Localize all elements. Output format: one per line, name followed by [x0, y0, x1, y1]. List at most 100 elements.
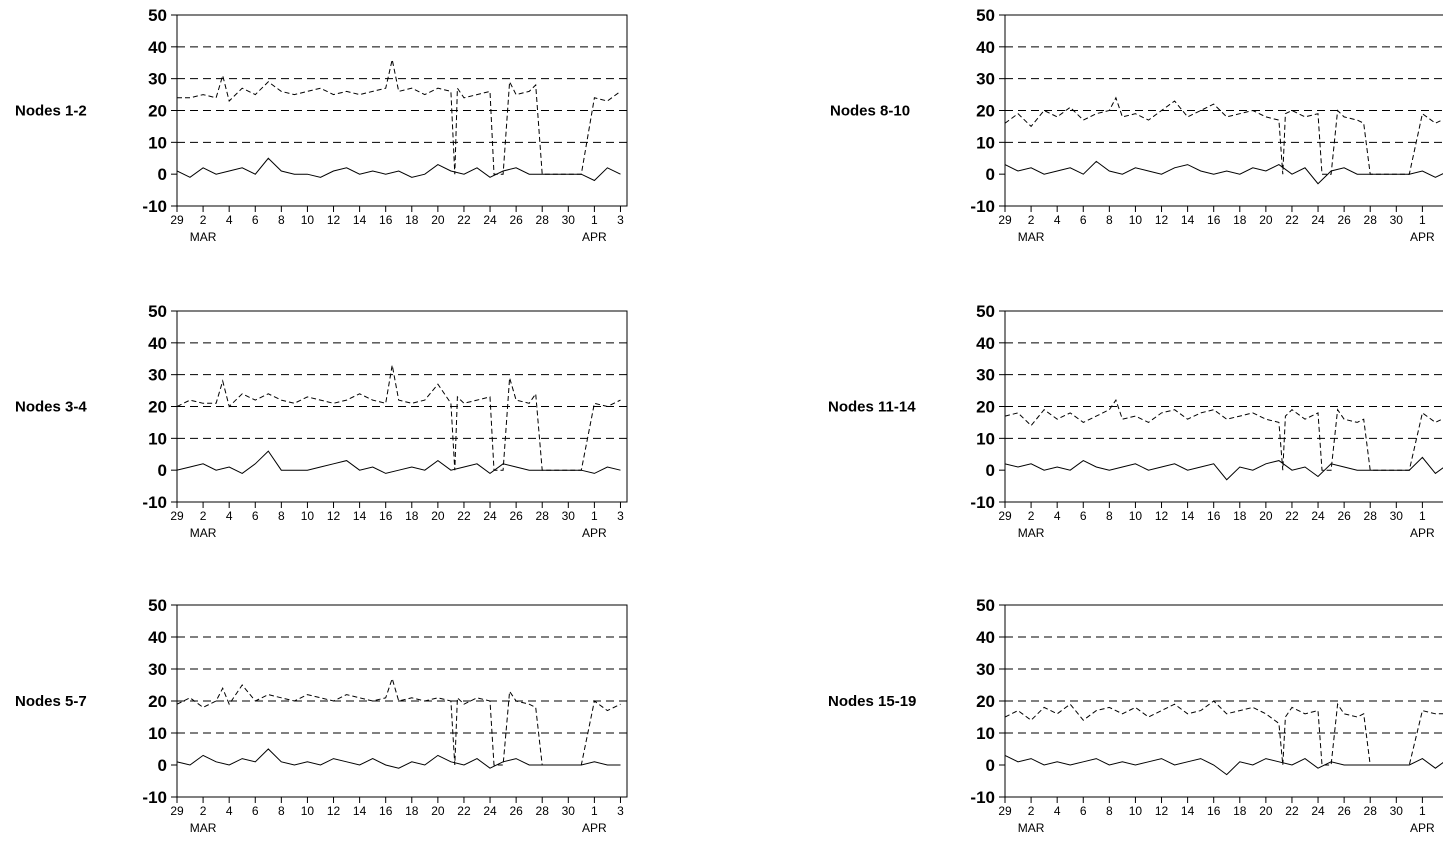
- x-tick-label: 12: [1155, 213, 1169, 227]
- x-tick-label: 26: [509, 509, 523, 523]
- panel-label: Nodes 3-4: [15, 399, 87, 416]
- month-label: MAR: [1018, 821, 1045, 835]
- y-tick-label: 40: [976, 38, 995, 57]
- x-tick-label: 30: [1390, 213, 1404, 227]
- y-tick-label: 20: [148, 398, 167, 417]
- x-tick-label: 18: [405, 804, 419, 818]
- series-line-dashed: [177, 59, 621, 175]
- x-tick-label: 16: [379, 804, 393, 818]
- y-tick-label: 10: [148, 724, 167, 743]
- x-tick-label: 18: [405, 509, 419, 523]
- month-label: APR: [1410, 230, 1435, 244]
- x-tick-label: 24: [1311, 509, 1325, 523]
- x-tick-label: 4: [1054, 509, 1061, 523]
- x-tick-label: 24: [1311, 804, 1325, 818]
- x-tick-label: 30: [562, 213, 576, 227]
- y-tick-label: 10: [148, 429, 167, 448]
- y-tick-label: 40: [976, 628, 995, 647]
- x-tick-label: 4: [1054, 804, 1061, 818]
- x-tick-label: 14: [1181, 804, 1195, 818]
- y-tick-label: 10: [976, 724, 995, 743]
- y-tick-label: 0: [158, 756, 167, 775]
- series-line-dashed: [1005, 398, 1443, 471]
- y-tick-label: 50: [148, 6, 167, 25]
- x-tick-label: 12: [327, 213, 341, 227]
- x-tick-label: 3: [617, 804, 624, 818]
- x-tick-label: 3: [617, 509, 624, 523]
- x-tick-label: 30: [562, 804, 576, 818]
- x-tick-label: 24: [1311, 213, 1325, 227]
- series-line-solid: [1005, 456, 1443, 481]
- panel-label: Nodes 11-14: [828, 399, 916, 416]
- series-line-solid: [177, 157, 621, 182]
- y-tick-label: 20: [976, 102, 995, 121]
- y-tick-label: -10: [142, 197, 167, 216]
- y-tick-label: 30: [976, 70, 995, 89]
- x-tick-label: 14: [353, 213, 367, 227]
- x-tick-label: 29: [998, 213, 1012, 227]
- x-tick-label: 2: [1028, 213, 1035, 227]
- series-line-solid: [1005, 754, 1443, 776]
- y-tick-label: 30: [148, 70, 167, 89]
- x-tick-label: 6: [1080, 509, 1087, 523]
- x-tick-label: 3: [617, 213, 624, 227]
- x-tick-label: 20: [1259, 213, 1273, 227]
- x-tick-label: 1: [1419, 804, 1426, 818]
- x-tick-label: 20: [431, 804, 445, 818]
- y-tick-label: 0: [986, 756, 995, 775]
- x-tick-label: 24: [483, 804, 497, 818]
- x-tick-label: 4: [226, 509, 233, 523]
- x-tick-label: 1: [591, 213, 598, 227]
- x-tick-label: 29: [998, 804, 1012, 818]
- month-label: APR: [582, 526, 607, 540]
- x-tick-label: 28: [1364, 804, 1378, 818]
- x-tick-label: 2: [200, 509, 207, 523]
- x-tick-label: 22: [457, 509, 471, 523]
- x-tick-label: 29: [170, 213, 184, 227]
- x-tick-label: 18: [1233, 804, 1247, 818]
- x-tick-label: 1: [1419, 509, 1426, 523]
- month-label: MAR: [1018, 230, 1045, 244]
- x-tick-label: 22: [1285, 213, 1299, 227]
- x-tick-label: 16: [1207, 804, 1221, 818]
- x-tick-label: 1: [591, 509, 598, 523]
- x-tick-label: 28: [1364, 509, 1378, 523]
- x-tick-label: 29: [170, 509, 184, 523]
- x-tick-label: 18: [1233, 509, 1247, 523]
- x-tick-label: 2: [1028, 804, 1035, 818]
- panel-label: Nodes 1-2: [15, 103, 87, 120]
- x-tick-label: 18: [1233, 213, 1247, 227]
- x-tick-label: 16: [1207, 213, 1221, 227]
- x-tick-label: 26: [1337, 213, 1351, 227]
- x-tick-label: 14: [353, 509, 367, 523]
- x-tick-label: 16: [1207, 509, 1221, 523]
- x-tick-label: 12: [1155, 509, 1169, 523]
- x-tick-label: 18: [405, 213, 419, 227]
- x-tick-label: 29: [998, 509, 1012, 523]
- y-tick-label: 40: [148, 628, 167, 647]
- month-label: APR: [582, 230, 607, 244]
- month-label: MAR: [190, 526, 217, 540]
- y-tick-label: 10: [148, 133, 167, 152]
- month-label: MAR: [190, 230, 217, 244]
- x-tick-label: 12: [1155, 804, 1169, 818]
- x-tick-label: 28: [1364, 213, 1378, 227]
- x-tick-label: 8: [278, 509, 285, 523]
- panel-label: Nodes 8-10: [830, 103, 910, 120]
- y-tick-label: 20: [976, 398, 995, 417]
- y-tick-label: 30: [148, 366, 167, 385]
- x-tick-label: 10: [301, 804, 315, 818]
- x-tick-label: 10: [1129, 804, 1143, 818]
- y-tick-label: -10: [142, 788, 167, 807]
- x-tick-label: 26: [509, 213, 523, 227]
- y-tick-label: 40: [148, 334, 167, 353]
- x-tick-label: 14: [1181, 213, 1195, 227]
- x-tick-label: 6: [1080, 804, 1087, 818]
- x-tick-label: 6: [252, 509, 259, 523]
- series-line-solid: [177, 748, 621, 769]
